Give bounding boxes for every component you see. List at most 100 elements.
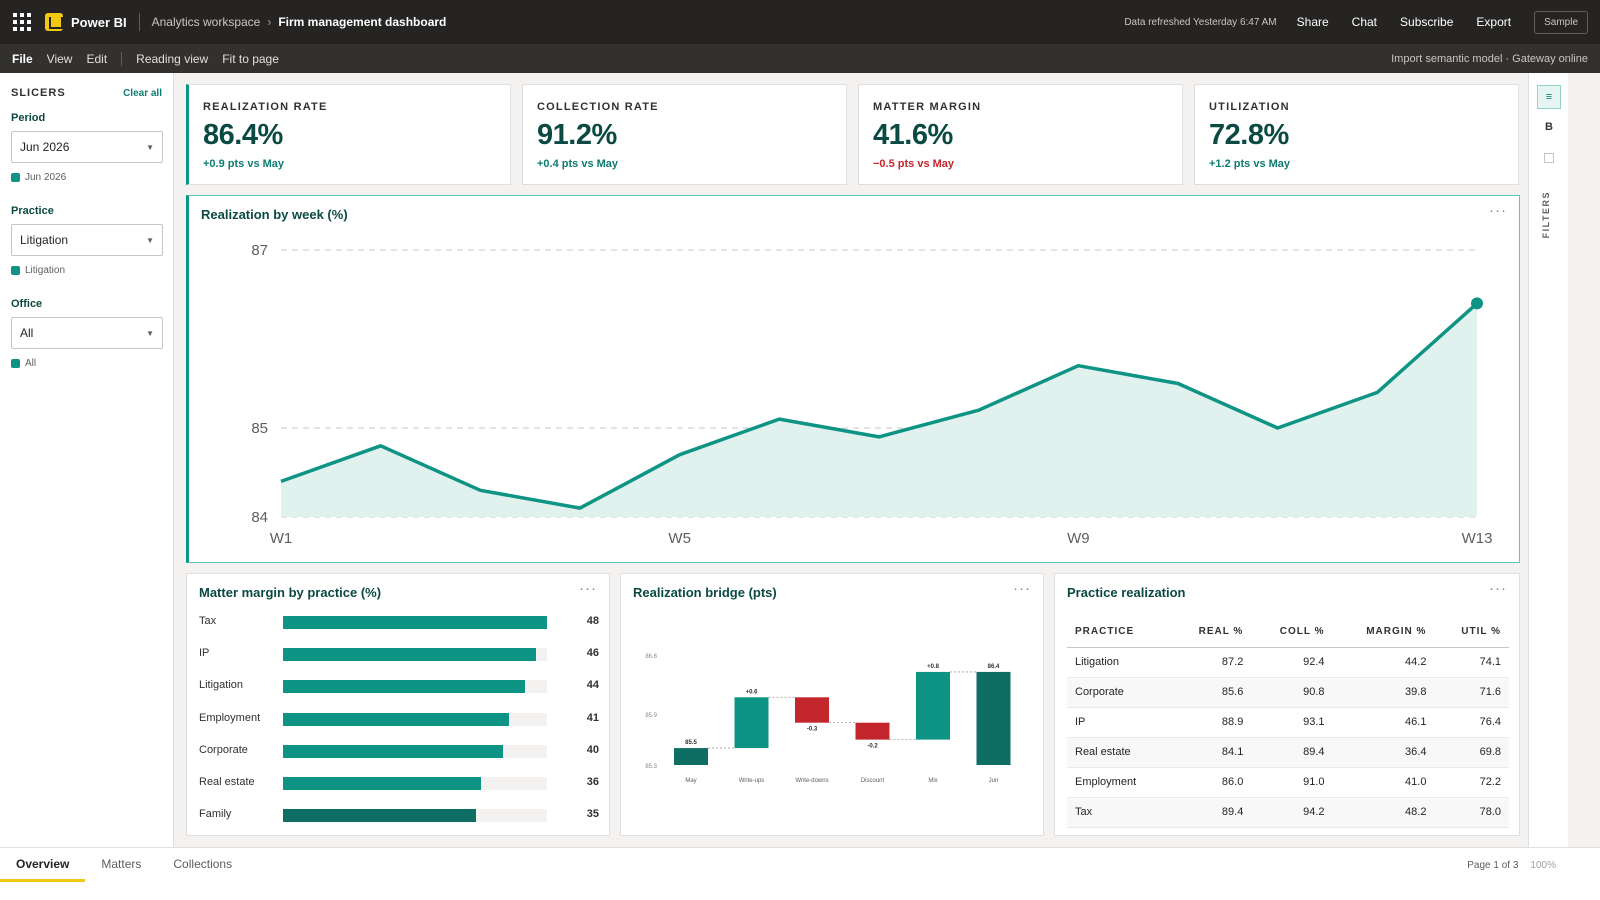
table-cell: Employment	[1067, 767, 1171, 798]
bar-value: 44	[586, 679, 599, 692]
column-header[interactable]: UTIL %	[1434, 616, 1509, 648]
menu-view[interactable]: View	[46, 51, 73, 66]
table-row[interactable]: Corporate 85.6 90.8 39.8 71.6	[1067, 677, 1509, 708]
zoom-level[interactable]: 100%	[1530, 859, 1556, 871]
bar-label: Family	[199, 808, 232, 821]
page-tabs-bar: Overview Matters Collections Page 1 of 3…	[0, 847, 1600, 882]
tab-matters[interactable]: Matters	[101, 856, 142, 871]
kpi-card-matter-margin[interactable]: MATTER MARGIN 41.6% −0.5 pts vs May	[858, 84, 1183, 185]
practice-dropdown[interactable]: Litigation ▼	[11, 224, 163, 256]
table-cell: 93.1	[1251, 707, 1333, 738]
app-launcher-icon[interactable]	[0, 0, 44, 44]
swatch-icon	[11, 266, 20, 275]
status-strip	[0, 882, 1600, 900]
visualizations-icon[interactable]: ≡	[1537, 85, 1561, 109]
bar-row[interactable]: Litigation 44	[199, 676, 599, 696]
bar-row[interactable]: Tax 48	[199, 612, 599, 632]
refresh-status: Data refreshed Yesterday 6:47 AM	[1124, 16, 1277, 28]
tab-collections[interactable]: Collections	[173, 856, 233, 871]
realization-by-week-visual[interactable]: Realization by week (%) ··· 84 85 87 W1 W5 W9…	[186, 195, 1520, 563]
table-cell: 72.2	[1434, 767, 1509, 798]
column-header[interactable]: MARGIN %	[1332, 616, 1435, 648]
kpi-title: MATTER MARGIN	[873, 101, 982, 113]
selection-icon[interactable]	[1537, 146, 1561, 170]
export-button[interactable]: Export	[1476, 15, 1512, 29]
bar-row[interactable]: IP 46	[199, 644, 599, 664]
x-tick-label: W5	[668, 530, 691, 547]
kpi-delta: +0.9 pts vs May	[203, 158, 285, 170]
table-row[interactable]: Litigation 87.2 92.4 44.2 74.1	[1067, 647, 1509, 678]
bar-row[interactable]: Real estate 36	[199, 773, 599, 793]
bar-label: Employment	[199, 711, 261, 724]
share-button[interactable]: Share	[1296, 15, 1329, 29]
menu-edit[interactable]: Edit	[86, 51, 108, 66]
menu-reading-view[interactable]: Reading view	[136, 51, 209, 66]
bar-row[interactable]: Corporate 40	[199, 741, 599, 761]
table-cell: 88.9	[1170, 707, 1252, 738]
bar-row[interactable]: Family 35	[199, 805, 599, 825]
table-row[interactable]: Real estate 84.1 89.4 36.4 69.8	[1067, 737, 1509, 768]
chat-button[interactable]: Chat	[1351, 15, 1378, 29]
bar-track	[283, 648, 547, 662]
table-cell: 44.2	[1332, 647, 1435, 678]
realization-bridge-visual[interactable]: Realization bridge (pts) ··· 85.3 85.9 86.…	[620, 573, 1044, 836]
more-options-icon[interactable]: ···	[1489, 202, 1507, 219]
subscribe-button[interactable]: Subscribe	[1400, 15, 1454, 29]
table-row[interactable]: IP 88.9 93.1 46.1 76.4	[1067, 707, 1509, 738]
bar-fill	[283, 777, 481, 790]
table-cell: 41.0	[1332, 767, 1435, 798]
bar-fill	[283, 744, 503, 758]
office-dropdown[interactable]: All ▼	[11, 317, 163, 349]
kpi-value: 91.2%	[537, 119, 617, 151]
table-row[interactable]: Tax 89.4 94.2 48.2 78.0	[1067, 797, 1509, 828]
x-tick-label: May	[685, 778, 696, 784]
column-header[interactable]: COLL %	[1251, 616, 1333, 648]
table-cell: 86.0	[1170, 767, 1252, 798]
kpi-card-realization[interactable]: REALIZATION RATE 86.4% +0.9 pts vs May	[186, 84, 511, 185]
bar-fill	[283, 648, 536, 662]
swatch-icon	[11, 359, 20, 368]
table-cell: Litigation	[1067, 647, 1171, 678]
column-header[interactable]: REAL %	[1170, 616, 1252, 648]
bar-row[interactable]: Employment 41	[199, 709, 599, 729]
practice-value: Litigation	[20, 233, 69, 247]
more-options-icon[interactable]: ···	[1489, 580, 1507, 597]
clear-all-button[interactable]: Clear all	[123, 87, 162, 99]
menu-file[interactable]: File	[12, 51, 33, 66]
table-cell: 71.6	[1434, 677, 1509, 708]
kpi-card-collection[interactable]: COLLECTION RATE 91.2% +0.4 pts vs May	[522, 84, 847, 185]
period-dropdown[interactable]: Jun 2026 ▼	[11, 131, 163, 163]
menu-fit-to-page[interactable]: Fit to page	[222, 51, 279, 66]
column-header[interactable]: PRACTICE	[1067, 616, 1171, 648]
y-tick-label: 85.3	[645, 764, 657, 770]
bar-label: IP	[199, 647, 210, 660]
more-options-icon[interactable]: ···	[579, 580, 597, 597]
bar-fill	[283, 616, 547, 629]
practice-realization-visual[interactable]: Practice realization ··· PRACTICE REAL % C…	[1054, 573, 1520, 836]
x-tick-label: W13	[1462, 530, 1493, 547]
table-cell: 78.0	[1434, 797, 1509, 828]
kpi-title: REALIZATION RATE	[203, 101, 328, 113]
filters-pane-toggle[interactable]: FILTERS	[1541, 191, 1551, 239]
breadcrumb-workspace[interactable]: Analytics workspace	[151, 15, 261, 29]
period-chip: Jun 2026	[11, 172, 162, 183]
bar-value: 48	[586, 615, 599, 627]
bar-track	[283, 712, 547, 726]
tab-overview[interactable]: Overview	[0, 848, 86, 882]
table-cell: Corporate	[1067, 677, 1171, 708]
sample-button[interactable]: Sample	[1534, 10, 1588, 34]
y-tick-label: 87	[251, 242, 268, 259]
table-row[interactable]: Employment 86.0 91.0 41.0 72.2	[1067, 767, 1509, 798]
table-cell: 74.1	[1434, 647, 1509, 678]
chevron-down-icon: ▼	[146, 142, 154, 152]
more-options-icon[interactable]: ···	[1013, 580, 1031, 597]
waterfall-bar	[795, 697, 829, 723]
waterfall-bar	[734, 697, 769, 749]
bookmarks-button[interactable]: B	[1545, 121, 1553, 133]
matter-margin-visual[interactable]: Matter margin by practice (%) ··· Tax 48 I…	[186, 573, 610, 836]
table-cell: 87.2	[1170, 647, 1252, 678]
divider	[121, 51, 123, 66]
app-name: Power BI	[71, 14, 127, 30]
kpi-card-utilization[interactable]: UTILIZATION 72.8% +1.2 pts vs May	[1194, 84, 1519, 185]
x-tick-label: Discount	[861, 778, 885, 784]
